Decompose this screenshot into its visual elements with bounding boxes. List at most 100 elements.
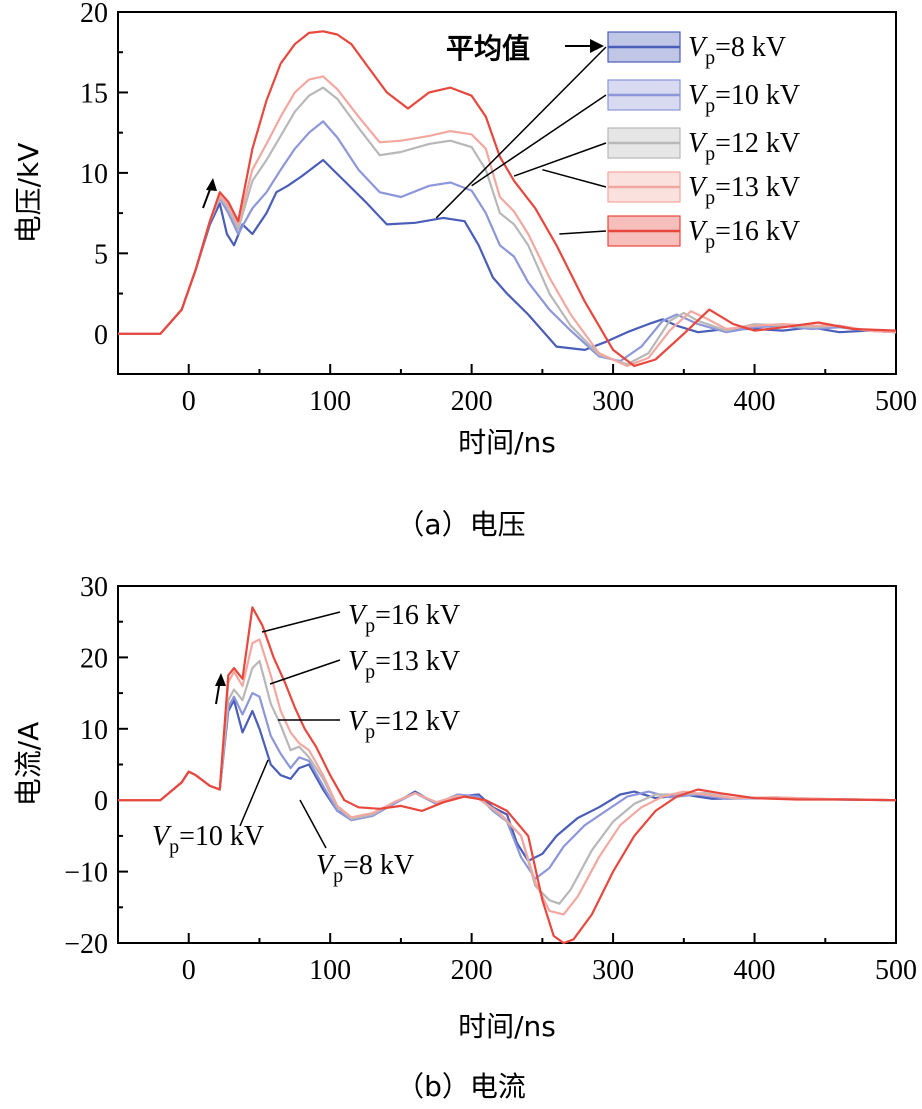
current-peak-arrow [215, 673, 226, 705]
current-annotation-5: Vp=8 kV [316, 850, 414, 887]
voltage-peak-arrow [202, 178, 217, 209]
legend-label-4-value: =13 kV [715, 172, 800, 203]
legend-label-4-symbol: V [688, 172, 708, 203]
voltage-series-line-1 [118, 158, 897, 351]
voltage-xtick-label: 400 [734, 386, 776, 417]
current-annotation-5-subscript: p [333, 865, 343, 887]
current-annotation-1: Vp=16 kV [348, 600, 460, 637]
legend-mean-label: 平均值 [446, 32, 530, 65]
current-xtick-label: 200 [451, 955, 493, 986]
current-ytick-label: 20 [80, 643, 108, 674]
legend-label-4: Vp=13 kV [688, 172, 800, 209]
legend-label-5-subscript: p [705, 231, 715, 253]
legend-label-2-symbol: V [688, 80, 708, 111]
current-annotation-2: Vp=13 kV [348, 646, 460, 683]
current-annotation-4-value: =10 kV [179, 821, 264, 852]
legend-label-2-subscript: p [705, 95, 715, 117]
current-annotation-4-subscript: p [169, 836, 179, 858]
current-annotation-5-symbol: V [316, 850, 336, 881]
current-ytick-label: −10 [64, 858, 108, 889]
legend-label-1: Vp=8 kV [688, 32, 786, 69]
current-annotation-line-4 [239, 759, 269, 827]
voltage-ytick-label: 0 [94, 320, 108, 351]
voltage-caption: （a）电压 [396, 508, 525, 541]
voltage-ytick-label: 5 [94, 239, 108, 270]
legend-label-5-value: =16 kV [715, 216, 800, 247]
current-annotation-2-subscript: p [365, 661, 375, 683]
voltage-xtick-label: 200 [451, 386, 493, 417]
current-series-lines [118, 606, 897, 945]
current-ytick-label: 30 [80, 572, 108, 603]
legend-label-3-value: =12 kV [715, 128, 800, 159]
legend-label-2-value: =10 kV [715, 80, 800, 111]
legend-callout-5 [559, 230, 607, 235]
current-annotation-line-1 [261, 611, 341, 633]
voltage-legend-callouts [435, 46, 607, 235]
current-annotation-1-subscript: p [365, 615, 375, 637]
current-xtick-label: 0 [182, 955, 196, 986]
current-xtick-label: 400 [734, 955, 776, 986]
current-annotation-2-value: =13 kV [375, 646, 460, 677]
voltage-series-line-3 [118, 86, 897, 366]
legend-label-5-symbol: V [688, 216, 708, 247]
current-annotation-1-symbol: V [348, 600, 368, 631]
legend-label-3-subscript: p [705, 143, 715, 165]
legend-label-3-symbol: V [688, 128, 708, 159]
legend-mean-arrow [565, 39, 604, 53]
voltage-ylabel: 电压/kV [12, 143, 45, 244]
legend-callout-1 [435, 46, 607, 219]
voltage-series-line-4 [118, 75, 897, 368]
voltage-series-line-2 [118, 120, 897, 363]
current-ytick-label: −20 [64, 929, 108, 960]
voltage-series-line-5 [118, 30, 897, 368]
legend-label-5: Vp=16 kV [688, 216, 800, 253]
current-ylabel: 电流/A [12, 722, 45, 807]
current-caption: （b）电流 [396, 1070, 526, 1103]
current-xtick-label: 100 [309, 955, 351, 986]
legend-label-4-subscript: p [705, 187, 715, 209]
current-series-line-5 [118, 606, 897, 945]
legend-label-2: Vp=10 kV [688, 80, 800, 117]
current-annotation-line-5 [299, 799, 327, 849]
current-annotation-line-2 [269, 659, 341, 685]
voltage-ytick-label: 15 [80, 78, 108, 109]
voltage-series-lines [118, 30, 897, 368]
voltage-xtick-label: 0 [182, 386, 196, 417]
current-annotation-3-value: =12 kV [375, 706, 460, 737]
legend-label-1-symbol: V [688, 32, 708, 63]
voltage-xtick-label: 300 [592, 386, 634, 417]
current-annotation-2-symbol: V [348, 646, 368, 677]
current-annotation-3-subscript: p [365, 721, 375, 743]
legend-callout-3 [513, 142, 607, 177]
current-annotation-5-value: =8 kV [343, 850, 414, 881]
current-axis-ticks: 0 100 200 300 400 500 −20 −10 0 10 20 30 [64, 572, 917, 986]
current-plot-frame [117, 585, 897, 944]
legend-callout-2 [471, 94, 607, 187]
current-ytick-label: 10 [80, 715, 108, 746]
voltage-ytick-label: 20 [80, 0, 108, 29]
legend-callout-4 [542, 168, 607, 188]
legend-label-3: Vp=12 kV [688, 128, 800, 165]
voltage-xtick-label: 500 [875, 386, 917, 417]
current-xtick-label: 300 [592, 955, 634, 986]
current-series-line-4 [118, 638, 897, 916]
current-xtick-label: 500 [875, 955, 917, 986]
current-xlabel: 时间/ns [458, 1010, 556, 1043]
current-annotation-4: Vp=10 kV [152, 821, 264, 858]
current-annotation-3-symbol: V [348, 706, 368, 737]
voltage-ytick-label: 10 [80, 159, 108, 190]
voltage-axis-ticks: 0 100 200 300 400 500 0 5 10 15 20 [80, 0, 917, 417]
legend-label-1-value: =8 kV [715, 32, 786, 63]
legend-label-1-subscript: p [705, 47, 715, 69]
voltage-xtick-label: 100 [309, 386, 351, 417]
current-ytick-label: 0 [94, 786, 108, 817]
voltage-xlabel: 时间/ns [458, 426, 556, 459]
current-annotation-4-symbol: V [152, 821, 172, 852]
current-annotation-3: Vp=12 kV [348, 706, 460, 743]
voltage-plot-frame [117, 11, 897, 375]
